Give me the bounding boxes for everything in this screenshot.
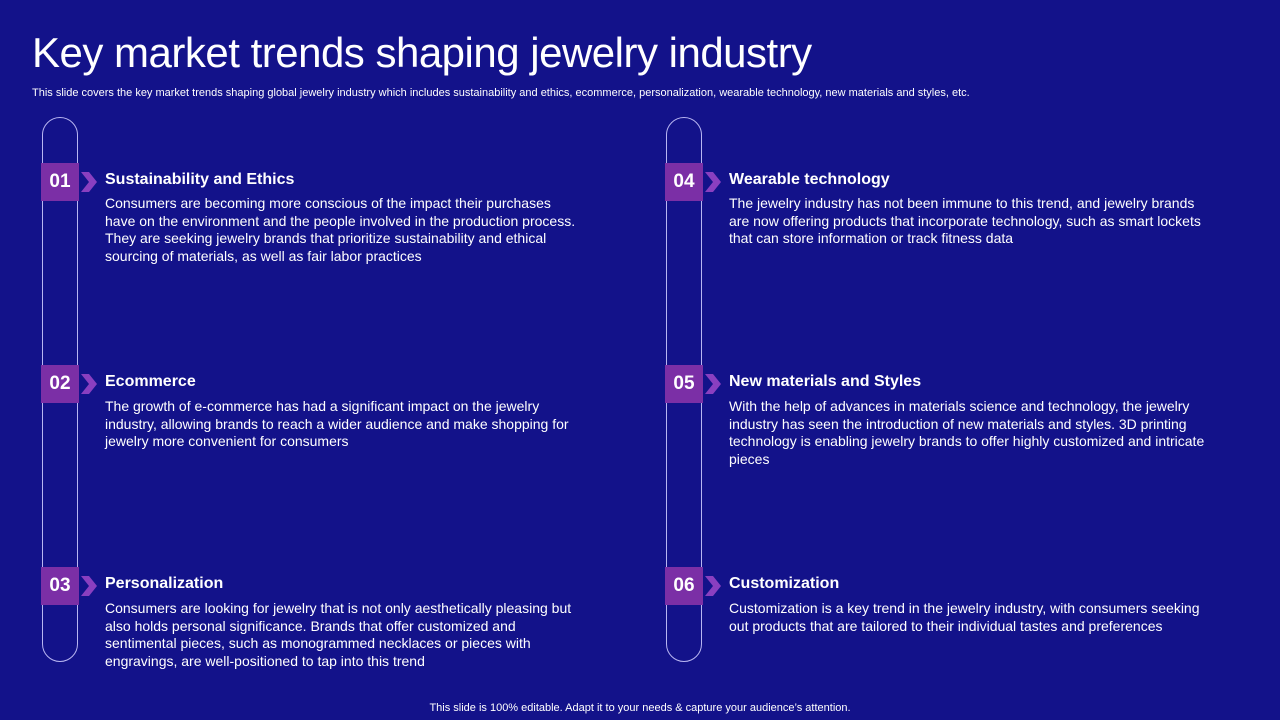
trend-description: Consumers are looking for jewelry that i… <box>105 600 572 669</box>
trend-number-badge: 02 <box>41 365 79 403</box>
trend-number-badge: 04 <box>665 163 703 201</box>
chevron-right-icon <box>81 172 97 192</box>
chevron-right-icon <box>705 172 721 192</box>
trend-description: The jewelry industry has not been immune… <box>729 195 1201 247</box>
trend-number-badge: 03 <box>41 567 79 605</box>
slide-subtitle: This slide covers the key market trends … <box>32 87 970 99</box>
chevron-right-icon <box>81 374 97 394</box>
trend-title: Wearable technology <box>729 171 890 188</box>
trend-title: Sustainability and Ethics <box>105 171 295 188</box>
chevron-right-icon <box>81 576 97 596</box>
chevron-right-icon <box>705 576 721 596</box>
trend-title: Customization <box>729 575 840 592</box>
trend-description: Customization is a key trend in the jewe… <box>729 600 1200 634</box>
trend-title: New materials and Styles <box>729 373 922 390</box>
slide-footer: This slide is 100% editable. Adapt it to… <box>429 702 851 714</box>
trend-description: The growth of e-commerce has had a signi… <box>105 398 569 450</box>
trend-number-badge: 06 <box>665 567 703 605</box>
chevron-right-icon <box>705 374 721 394</box>
trend-description: Consumers are becoming more conscious of… <box>105 195 576 264</box>
trend-description: With the help of advances in materials s… <box>729 398 1205 467</box>
trend-number-badge: 01 <box>41 163 79 201</box>
slide-title: Key market trends shaping jewelry indust… <box>32 29 812 76</box>
trend-title: Personalization <box>105 575 224 592</box>
trend-number-badge: 05 <box>665 365 703 403</box>
trend-title: Ecommerce <box>105 373 196 390</box>
